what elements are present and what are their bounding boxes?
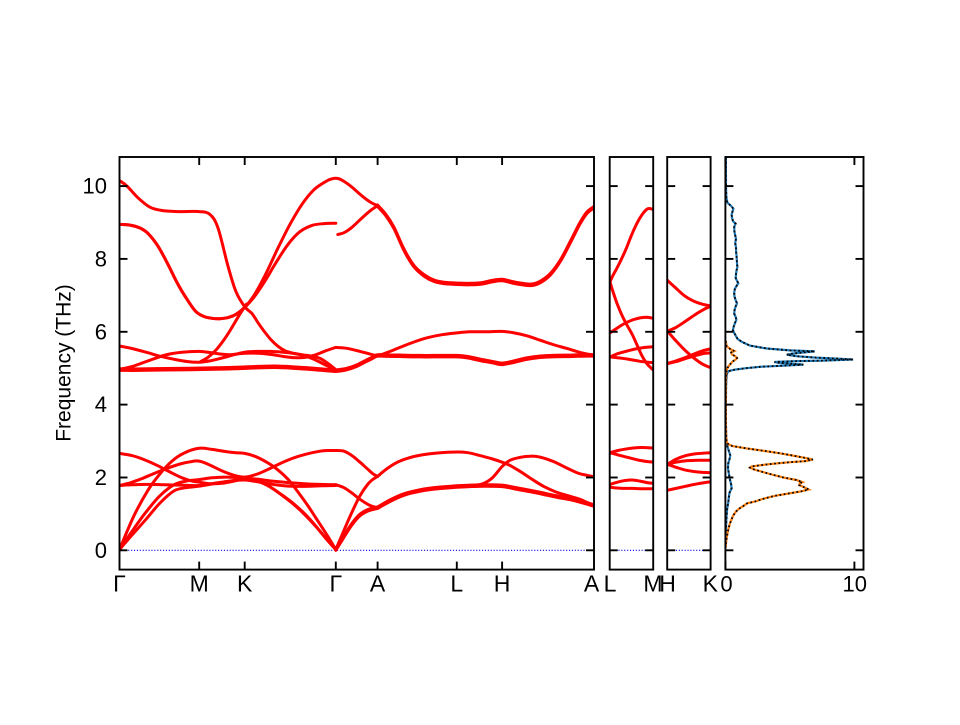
svg-text:4: 4	[95, 392, 107, 417]
svg-text:K: K	[703, 571, 719, 597]
svg-text:6: 6	[95, 319, 107, 344]
svg-text:M: M	[190, 571, 209, 597]
svg-text:Frequency (THz): Frequency (THz)	[53, 284, 76, 442]
svg-text:L: L	[450, 571, 463, 597]
svg-text:10: 10	[843, 572, 867, 597]
svg-text:10: 10	[83, 174, 107, 199]
svg-text:L: L	[604, 571, 617, 597]
svg-text:8: 8	[95, 246, 107, 271]
svg-text:0: 0	[95, 538, 107, 563]
svg-text:A: A	[370, 571, 386, 597]
svg-text:H: H	[659, 571, 676, 597]
svg-text:K: K	[237, 571, 253, 597]
svg-text:M: M	[643, 571, 662, 597]
svg-text:Γ: Γ	[329, 571, 342, 597]
svg-text:0: 0	[720, 572, 732, 597]
svg-text:2: 2	[95, 465, 107, 490]
svg-text:A: A	[584, 571, 600, 597]
svg-text:Γ: Γ	[113, 571, 126, 597]
svg-text:H: H	[494, 571, 511, 597]
